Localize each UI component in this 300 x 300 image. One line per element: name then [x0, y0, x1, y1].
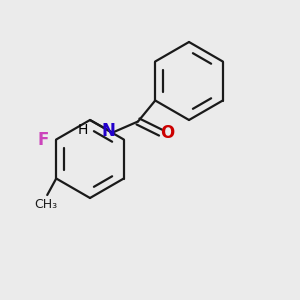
Text: F: F [38, 130, 49, 148]
Text: H: H [77, 123, 88, 136]
Text: N: N [101, 122, 115, 140]
Text: CH₃: CH₃ [34, 198, 57, 211]
Text: O: O [160, 124, 175, 142]
